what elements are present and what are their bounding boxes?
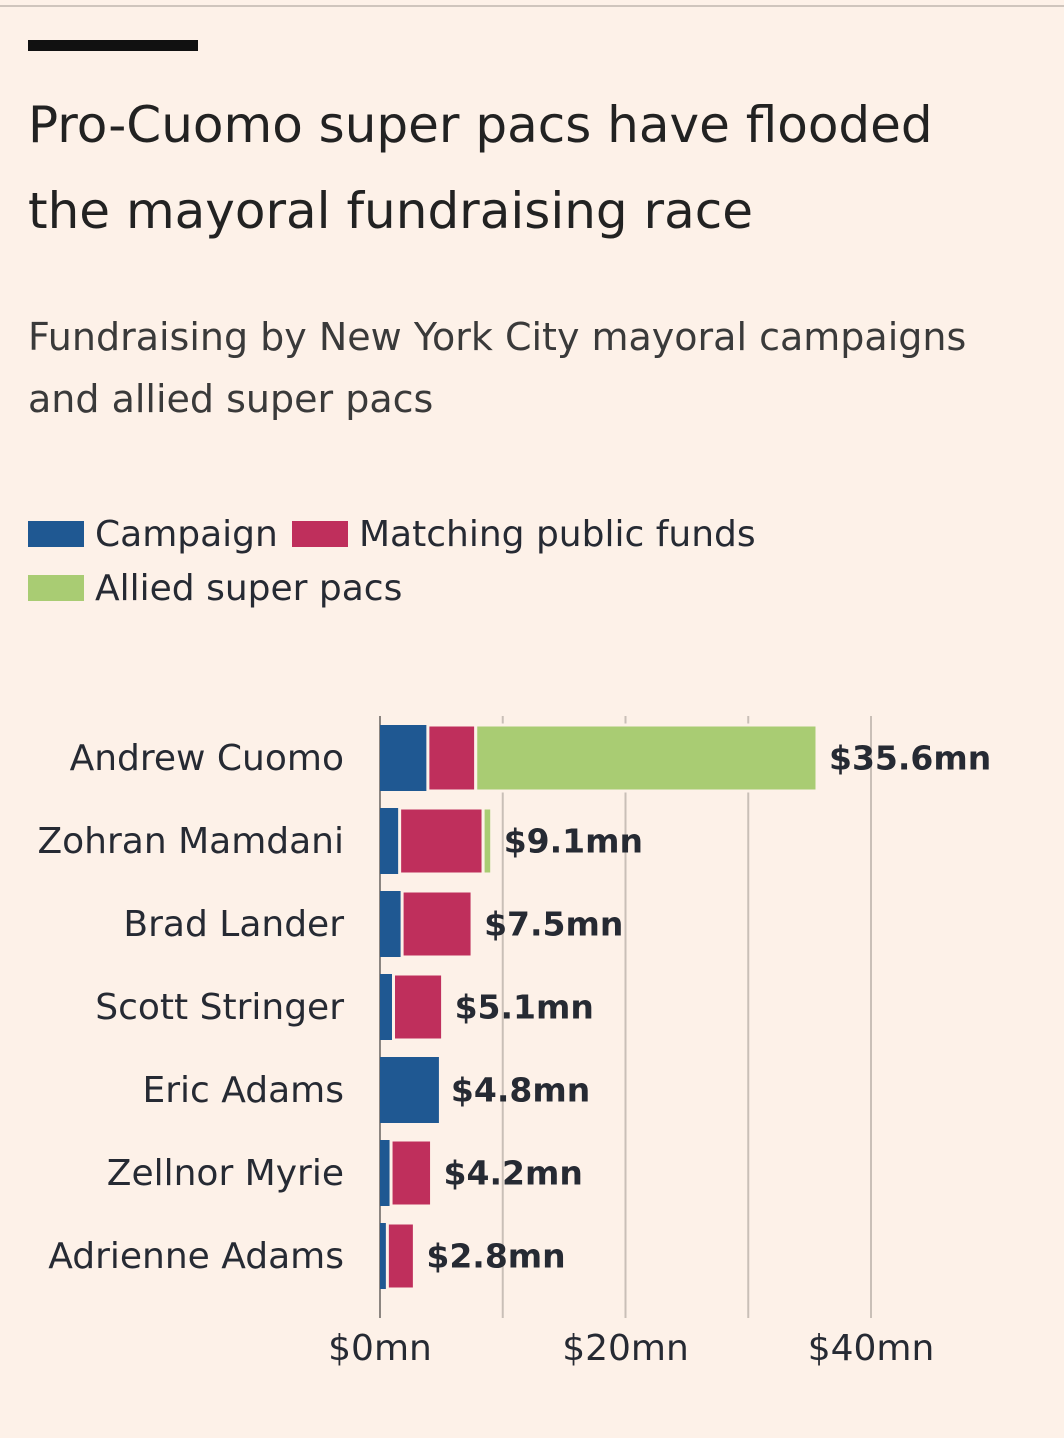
category-label: Zohran Mamdani xyxy=(37,821,344,862)
bar-segment xyxy=(398,806,485,876)
value-label: $4.2mn xyxy=(444,1154,583,1193)
value-label: $9.1mn xyxy=(504,822,643,861)
bar-segment xyxy=(400,889,474,959)
value-label: $2.8mn xyxy=(426,1237,565,1276)
bar-segment xyxy=(380,725,428,791)
brand-bar xyxy=(28,40,198,51)
value-label: $7.5mn xyxy=(484,905,623,944)
bar-segment xyxy=(380,1057,439,1123)
x-tick-label: $40mn xyxy=(808,1328,935,1369)
legend-label: Allied super pacs xyxy=(95,568,402,609)
x-tick-label: $20mn xyxy=(562,1328,689,1369)
category-label: Andrew Cuomo xyxy=(70,738,344,779)
value-label: $35.6mn xyxy=(829,739,991,778)
legend-swatch xyxy=(28,575,84,601)
bar-segment xyxy=(389,1138,434,1208)
legend-swatch xyxy=(292,521,348,547)
bar-segment xyxy=(380,808,400,874)
value-label: $5.1mn xyxy=(455,988,594,1027)
legend-label: Campaign xyxy=(95,514,278,555)
bar-segment xyxy=(426,723,478,793)
bar-segment xyxy=(380,974,394,1040)
legend-label: Matching public funds xyxy=(359,514,756,555)
category-label: Eric Adams xyxy=(142,1070,344,1111)
top-rule xyxy=(0,5,1064,7)
chart-subtitle: Fundraising by New York City mayoral cam… xyxy=(28,315,967,421)
value-label: $4.8mn xyxy=(451,1071,590,1110)
category-label: Zellnor Myrie xyxy=(107,1153,344,1194)
category-label: Brad Lander xyxy=(123,904,344,945)
bar-segment xyxy=(380,891,403,957)
bar-segment xyxy=(474,723,819,793)
category-label: Adrienne Adams xyxy=(48,1236,344,1277)
bar-segment xyxy=(380,1140,392,1206)
bar-segment xyxy=(380,1223,388,1289)
category-label: Scott Stringer xyxy=(95,987,344,1028)
legend-swatch xyxy=(28,521,84,547)
bar-segment xyxy=(385,1221,416,1291)
bar-segment xyxy=(392,972,445,1042)
x-tick-label: $0mn xyxy=(328,1328,432,1369)
chart-title: Pro-Cuomo super pacs have flooded the ma… xyxy=(28,96,933,240)
bar-segment xyxy=(481,806,494,876)
